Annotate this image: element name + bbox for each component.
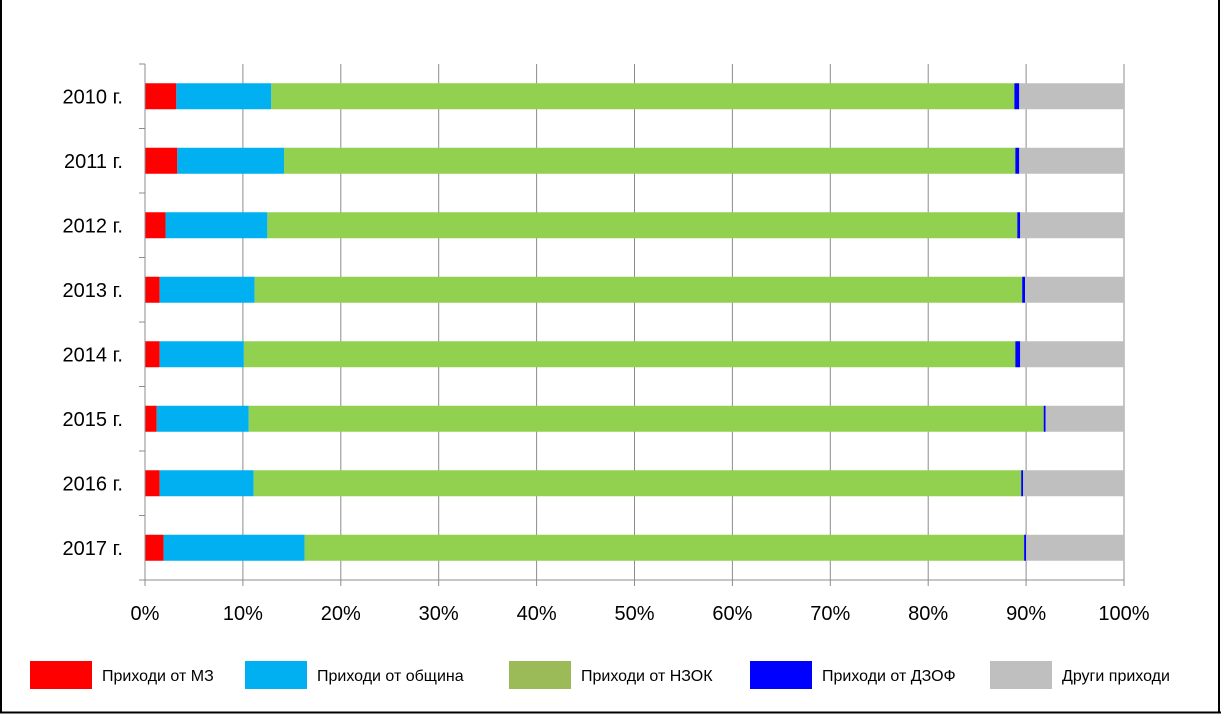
x-tick-label: 50% <box>614 603 654 625</box>
category-label: 2017 г. <box>63 538 123 560</box>
legend-swatch <box>509 661 571 689</box>
legend-swatch <box>245 661 307 689</box>
legend-label: Приходи от МЗ <box>102 668 214 685</box>
x-tick-label: 40% <box>517 603 557 625</box>
bar-други-приходи <box>1023 470 1124 497</box>
bar-приходи-от-мз <box>145 147 178 174</box>
bar-други-приходи <box>1019 147 1124 174</box>
category-label: 2010 г. <box>63 86 123 108</box>
category-label: 2013 г. <box>63 280 123 302</box>
x-tick-label: 0% <box>131 603 160 625</box>
bar-приходи-от-дзоф <box>1015 341 1021 368</box>
bar-приходи-от-община <box>159 470 254 497</box>
bar-приходи-от-нзок <box>253 470 1022 497</box>
category-label: 2014 г. <box>63 344 123 366</box>
legend: Приходи от МЗ Приходи от община Приходи от… <box>30 661 1170 689</box>
legend-item: Приходи от ДЗОФ <box>750 661 956 689</box>
x-tick-label: 60% <box>712 603 752 625</box>
legend-swatch <box>30 661 92 689</box>
x-tick-label: 100% <box>1098 603 1149 625</box>
bar-други-приходи <box>1045 405 1124 432</box>
bar-приходи-от-нзок <box>284 147 1016 174</box>
bar-приходи-от-нзок <box>254 276 1023 303</box>
x-tick-label: 20% <box>321 603 361 625</box>
bar-приходи-от-нзок <box>248 405 1044 432</box>
legend-label: Приходи от ДЗОФ <box>822 668 956 685</box>
bar-приходи-от-община <box>159 276 255 303</box>
x-tick-label: 80% <box>908 603 948 625</box>
legend-label: Приходи от НЗОК <box>581 668 713 685</box>
bar-други-приходи <box>1020 341 1124 368</box>
bar-приходи-от-община <box>156 405 249 432</box>
x-tick-label: 30% <box>419 603 459 625</box>
legend-item: Приходи от община <box>245 661 464 689</box>
bar-приходи-от-мз <box>145 341 160 368</box>
bar-други-приходи <box>1025 276 1124 303</box>
legend-swatch <box>750 661 812 689</box>
legend-label: Други приходи <box>1062 668 1170 685</box>
bar-други-приходи <box>1026 534 1124 561</box>
bar-приходи-от-нзок <box>243 341 1016 368</box>
bar-приходи-от-община <box>165 212 268 239</box>
category-label: 2016 г. <box>63 473 123 495</box>
bar-приходи-от-мз <box>145 276 160 303</box>
x-tick-labels: 0% 10% 20% 30% 40% 50% 60% 70% 80% 90% 100% <box>131 603 1150 625</box>
legend-swatch <box>990 661 1052 689</box>
category-labels: 2010 г. 2011 г. 2012 г. 2013 г. 2014 г. 2015 … <box>63 86 123 560</box>
bar-приходи-от-дзоф <box>1024 534 1027 561</box>
category-label: 2015 г. <box>63 409 123 431</box>
bar-приходи-от-нзок <box>267 212 1018 239</box>
legend-item: Приходи от НЗОК <box>509 661 713 689</box>
bar-приходи-от-мз <box>145 405 157 432</box>
bar-приходи-от-нзок <box>304 534 1025 561</box>
bar-приходи-от-община <box>176 83 272 110</box>
bar-приходи-от-дзоф <box>1022 276 1026 303</box>
bar-приходи-от-дзоф <box>1043 405 1046 432</box>
bar-приходи-от-община <box>163 534 305 561</box>
legend-label: Приходи от община <box>317 668 464 685</box>
bar-приходи-от-мз <box>145 534 164 561</box>
x-tick-label: 70% <box>810 603 850 625</box>
grid-lines <box>242 64 1125 580</box>
x-tick-label: 10% <box>223 603 263 625</box>
legend-item: Други приходи <box>990 661 1170 689</box>
category-label: 2011 г. <box>64 151 123 173</box>
bar-други-приходи <box>1020 212 1124 239</box>
bar-приходи-от-нзок <box>271 83 1015 110</box>
bars <box>145 83 1124 561</box>
x-tick-label: 90% <box>1006 603 1046 625</box>
legend-item: Приходи от МЗ <box>30 661 214 689</box>
bar-приходи-от-дзоф <box>1014 83 1020 110</box>
bar-приходи-от-мз <box>145 83 177 110</box>
axes <box>139 63 1125 586</box>
bar-приходи-от-дзоф <box>1021 470 1024 497</box>
bar-приходи-от-дзоф <box>1017 212 1021 239</box>
bar-други-приходи <box>1019 83 1124 110</box>
category-label: 2012 г. <box>63 215 123 237</box>
bar-приходи-от-дзоф <box>1015 147 1020 174</box>
bar-приходи-от-община <box>177 147 285 174</box>
bar-приходи-от-мз <box>145 212 166 239</box>
bar-приходи-от-мз <box>145 470 160 497</box>
bar-приходи-от-община <box>159 341 244 368</box>
